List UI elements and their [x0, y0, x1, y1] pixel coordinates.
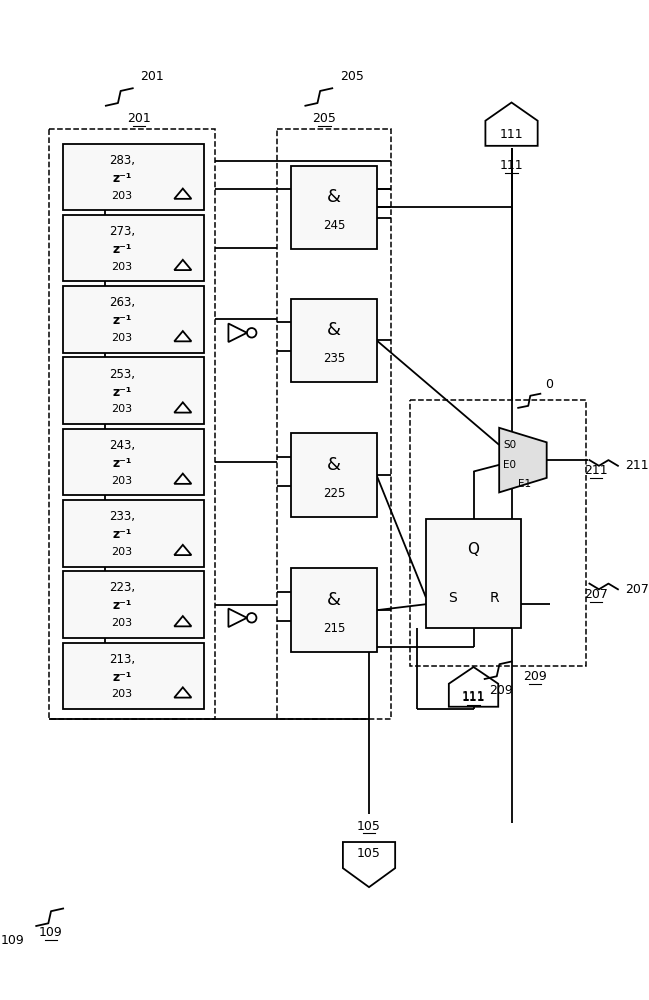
- Text: 209: 209: [489, 684, 513, 697]
- Polygon shape: [449, 667, 498, 707]
- Polygon shape: [175, 616, 191, 626]
- Bar: [63, 144, 204, 210]
- Text: 245: 245: [323, 219, 345, 232]
- Text: 263,: 263,: [109, 296, 135, 309]
- Text: 243,: 243,: [109, 439, 135, 452]
- Polygon shape: [175, 474, 191, 484]
- Text: 111: 111: [461, 690, 485, 703]
- Text: z⁻¹: z⁻¹: [112, 457, 132, 470]
- Bar: [63, 429, 204, 495]
- Text: 209: 209: [523, 670, 547, 683]
- Text: &: &: [327, 591, 341, 609]
- Text: 205: 205: [340, 70, 363, 83]
- Text: 207: 207: [626, 583, 649, 596]
- Text: 223,: 223,: [109, 581, 135, 594]
- Polygon shape: [228, 609, 247, 627]
- Text: z⁻¹: z⁻¹: [112, 243, 132, 256]
- Text: z⁻¹: z⁻¹: [112, 314, 132, 327]
- Text: 203: 203: [112, 191, 133, 201]
- Text: 203: 203: [112, 618, 133, 628]
- Polygon shape: [499, 428, 546, 492]
- Text: 233,: 233,: [109, 510, 135, 523]
- Bar: [291, 166, 376, 249]
- Text: 207: 207: [584, 588, 608, 601]
- Bar: [277, 129, 391, 719]
- Polygon shape: [228, 324, 247, 342]
- Polygon shape: [175, 189, 191, 199]
- Text: 203: 203: [112, 547, 133, 557]
- Text: 213,: 213,: [109, 653, 135, 666]
- Polygon shape: [175, 331, 191, 341]
- Text: 283,: 283,: [109, 154, 135, 167]
- Bar: [63, 571, 204, 638]
- Polygon shape: [343, 842, 395, 887]
- Text: E1: E1: [519, 479, 532, 489]
- Text: 211: 211: [584, 464, 608, 477]
- Polygon shape: [175, 402, 191, 413]
- Text: &: &: [327, 456, 341, 474]
- Text: z⁻¹: z⁻¹: [112, 599, 132, 612]
- Text: z⁻¹: z⁻¹: [112, 528, 132, 541]
- Text: 105: 105: [357, 820, 381, 833]
- Bar: [410, 400, 585, 666]
- Text: 215: 215: [323, 622, 345, 635]
- Text: S: S: [448, 591, 457, 605]
- Text: Q: Q: [467, 542, 480, 557]
- Text: 235: 235: [323, 352, 345, 365]
- Text: z⁻¹: z⁻¹: [112, 386, 132, 399]
- Bar: [426, 519, 521, 628]
- Text: 201: 201: [140, 70, 164, 83]
- Text: 111: 111: [461, 691, 485, 704]
- Text: &: &: [327, 188, 341, 206]
- Text: 273,: 273,: [109, 225, 135, 238]
- Bar: [63, 286, 204, 353]
- Text: R: R: [489, 591, 499, 605]
- Polygon shape: [485, 103, 537, 146]
- Text: 203: 203: [112, 262, 133, 272]
- Bar: [63, 215, 204, 281]
- Bar: [63, 500, 204, 567]
- Text: E0: E0: [503, 460, 516, 470]
- Polygon shape: [175, 545, 191, 555]
- Bar: [49, 129, 215, 719]
- Polygon shape: [175, 260, 191, 270]
- Text: 211: 211: [626, 459, 649, 472]
- Text: 253,: 253,: [109, 368, 135, 381]
- Text: 109: 109: [39, 926, 63, 939]
- Text: 105: 105: [357, 847, 381, 860]
- Bar: [291, 568, 376, 652]
- Bar: [291, 433, 376, 517]
- Bar: [291, 299, 376, 382]
- Text: 201: 201: [127, 112, 151, 125]
- Bar: [63, 643, 204, 709]
- Text: 205: 205: [312, 112, 336, 125]
- Text: 111: 111: [500, 159, 523, 172]
- Text: z⁻¹: z⁻¹: [112, 671, 132, 684]
- Text: 225: 225: [323, 487, 345, 500]
- Text: 203: 203: [112, 404, 133, 414]
- Text: S0: S0: [503, 440, 516, 450]
- Text: &: &: [327, 321, 341, 339]
- Text: 203: 203: [112, 333, 133, 343]
- Bar: [63, 357, 204, 424]
- Text: 203: 203: [112, 689, 133, 699]
- Text: 0: 0: [545, 378, 553, 391]
- Text: 111: 111: [500, 128, 523, 141]
- Polygon shape: [175, 687, 191, 698]
- Text: z⁻¹: z⁻¹: [112, 172, 132, 185]
- Text: 109: 109: [1, 934, 25, 947]
- Text: 203: 203: [112, 476, 133, 486]
